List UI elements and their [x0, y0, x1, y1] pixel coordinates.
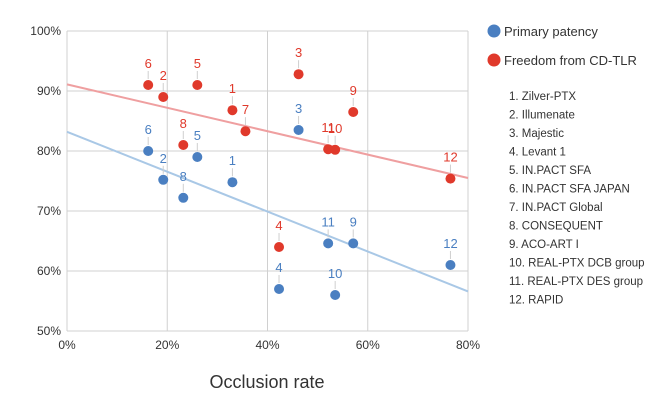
- point-primary-2: [158, 174, 169, 185]
- point-label-primary-2: 2: [160, 151, 167, 166]
- point-primary-6: [143, 146, 154, 156]
- y-tick-label: 90%: [37, 84, 61, 98]
- study-list-item: 7. IN.PACT Global: [509, 202, 603, 214]
- point-label-primary-4: 4: [275, 260, 282, 275]
- y-tick-label: 70%: [37, 204, 61, 218]
- y-tick-label: 50%: [37, 324, 61, 338]
- point-freedom-1: [227, 105, 238, 116]
- point-freedom-8: [178, 140, 189, 150]
- point-freedom-5: [192, 80, 203, 90]
- legend-marker-primary: [487, 24, 501, 38]
- point-label-freedom-8: 8: [180, 116, 187, 131]
- point-primary-5: [192, 152, 203, 162]
- legend: Primary patency Freedom from CD-TLR: [487, 24, 637, 68]
- point-freedom-3: [293, 69, 304, 80]
- point-label-primary-3: 3: [295, 101, 302, 116]
- point-primary-4: [274, 284, 285, 294]
- study-list-item: 1. Zilver-PTX: [509, 91, 576, 103]
- point-label-freedom-2: 2: [160, 68, 167, 83]
- point-label-freedom-6: 6: [145, 56, 152, 71]
- legend-label-primary: Primary patency: [504, 24, 598, 39]
- point-freedom-12: [445, 173, 456, 184]
- x-tick-label: 60%: [356, 338, 380, 352]
- x-tick-label: 20%: [155, 338, 179, 352]
- point-label-primary-1: 1: [229, 153, 236, 168]
- study-list: 1. Zilver-PTX 2. Illumenate 3. Majestic 4. …: [509, 91, 645, 307]
- x-axis-label: Occlusion rate: [209, 372, 324, 392]
- point-label-primary-5: 5: [194, 128, 201, 143]
- point-label-freedom-12: 12: [443, 150, 457, 165]
- study-list-item: 9. ACO-ART I: [509, 239, 579, 251]
- trendline-freedom: [66, 83, 469, 179]
- point-primary-12: [445, 260, 456, 270]
- point-label-freedom-1: 1: [229, 81, 236, 96]
- point-freedom-6: [143, 80, 154, 90]
- point-label-freedom-10: 10: [328, 121, 342, 136]
- x-tick-label: 0%: [58, 338, 76, 352]
- point-primary-10: [330, 290, 341, 300]
- point-label-primary-10: 10: [328, 266, 342, 281]
- point-primary-3: [293, 125, 304, 135]
- x-tick-label: 40%: [255, 338, 279, 352]
- point-label-freedom-3: 3: [295, 45, 302, 60]
- point-label-primary-6: 6: [145, 122, 152, 137]
- study-list-item: 5. IN.PACT SFA: [509, 165, 591, 177]
- x-tick-label: 80%: [456, 338, 480, 352]
- point-freedom-7: [240, 126, 251, 137]
- point-primary-9: [348, 238, 359, 249]
- point-label-primary-8: 8: [180, 169, 187, 184]
- y-tick-label: 100%: [30, 24, 61, 38]
- study-list-item: 2. Illumenate: [509, 110, 575, 122]
- point-label-freedom-7: 7: [242, 102, 249, 117]
- study-list-item: 4. Levant 1: [509, 147, 566, 159]
- study-list-item: 10. REAL-PTX DCB group: [509, 258, 645, 270]
- point-primary-11: [323, 238, 334, 249]
- point-freedom-9: [348, 107, 359, 117]
- point-primary-8: [178, 192, 189, 203]
- point-freedom-4: [274, 242, 285, 252]
- point-freedom-2: [158, 92, 169, 102]
- y-tick-label: 80%: [37, 144, 61, 158]
- study-list-item: 6. IN.PACT SFA JAPAN: [509, 184, 630, 196]
- point-label-primary-12: 12: [443, 236, 457, 251]
- point-label-primary-11: 11: [321, 214, 335, 229]
- point-primary-1: [227, 177, 238, 188]
- y-tick-label: 60%: [37, 264, 61, 278]
- study-list-item: 11. REAL-PTX DES group: [509, 276, 643, 288]
- point-label-freedom-9: 9: [350, 83, 357, 98]
- study-list-item: 3. Majestic: [509, 128, 564, 140]
- study-list-item: 8. CONSEQUENT: [509, 221, 603, 233]
- point-label-freedom-4: 4: [275, 218, 282, 233]
- point-freedom-11: [323, 144, 334, 155]
- legend-label-freedom: Freedom from CD-TLR: [504, 53, 637, 68]
- point-label-primary-9: 9: [350, 214, 357, 229]
- point-label-freedom-11: 11: [321, 120, 335, 135]
- trend-lines: [66, 83, 469, 293]
- data-points: [143, 69, 456, 300]
- legend-marker-freedom: [487, 53, 501, 67]
- trendline-primary: [66, 130, 469, 293]
- axes: 50% 60% 70% 80% 90% 100% 0% 20% 40% 60% 80%: [30, 24, 480, 352]
- study-list-item: 12. RAPID: [509, 295, 563, 307]
- point-label-freedom-5: 5: [194, 56, 201, 71]
